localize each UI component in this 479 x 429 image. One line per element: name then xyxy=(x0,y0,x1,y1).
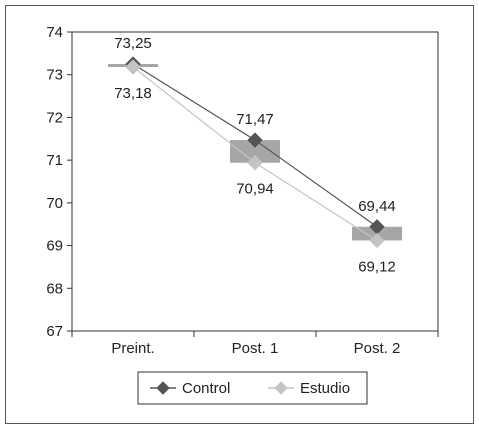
y-tick-label: 67 xyxy=(46,323,63,340)
x-axis: Preint. Post. 1 Post. 2 xyxy=(71,331,439,357)
series-markers xyxy=(125,56,385,249)
data-labels: 73,25 71,47 69,44 73,18 70,94 69,12 xyxy=(114,35,396,275)
data-label-estudio: 70,94 xyxy=(236,181,274,198)
legend-label-control: Control xyxy=(182,380,230,397)
chart-frame xyxy=(5,5,474,424)
y-tick-label: 72 xyxy=(46,109,63,126)
y-tick-label: 73 xyxy=(46,67,63,84)
x-tick-label: Post. 1 xyxy=(232,340,279,357)
y-tick-label: 69 xyxy=(46,238,63,255)
data-label-estudio: 69,12 xyxy=(358,258,396,275)
data-label-control: 69,44 xyxy=(358,198,396,215)
plot-area xyxy=(71,31,439,332)
y-axis: 67 68 69 70 71 72 73 74 xyxy=(46,24,72,340)
marker-estudio xyxy=(247,154,263,171)
plot-border xyxy=(71,31,439,332)
y-tick-label: 68 xyxy=(46,280,63,297)
data-label-estudio: 73,18 xyxy=(114,85,152,102)
x-tick-label: Preint. xyxy=(111,340,154,357)
x-tick-label: Post. 2 xyxy=(354,340,401,357)
data-label-control: 71,47 xyxy=(236,111,274,128)
y-tick-label: 74 xyxy=(46,24,63,41)
marker-control xyxy=(247,132,263,148)
y-tick-label: 70 xyxy=(46,195,63,212)
data-label-control: 73,25 xyxy=(114,35,152,52)
legend-label-estudio: Estudio xyxy=(300,380,350,397)
marker-estudio xyxy=(369,232,385,249)
range-bar xyxy=(230,140,280,163)
legend-marker-control xyxy=(156,381,170,395)
legend: Control Estudio xyxy=(137,371,368,405)
y-tick-label: 71 xyxy=(46,152,63,169)
legend-marker-estudio xyxy=(274,381,288,395)
legend-box xyxy=(137,371,368,405)
marker-estudio xyxy=(125,59,141,75)
